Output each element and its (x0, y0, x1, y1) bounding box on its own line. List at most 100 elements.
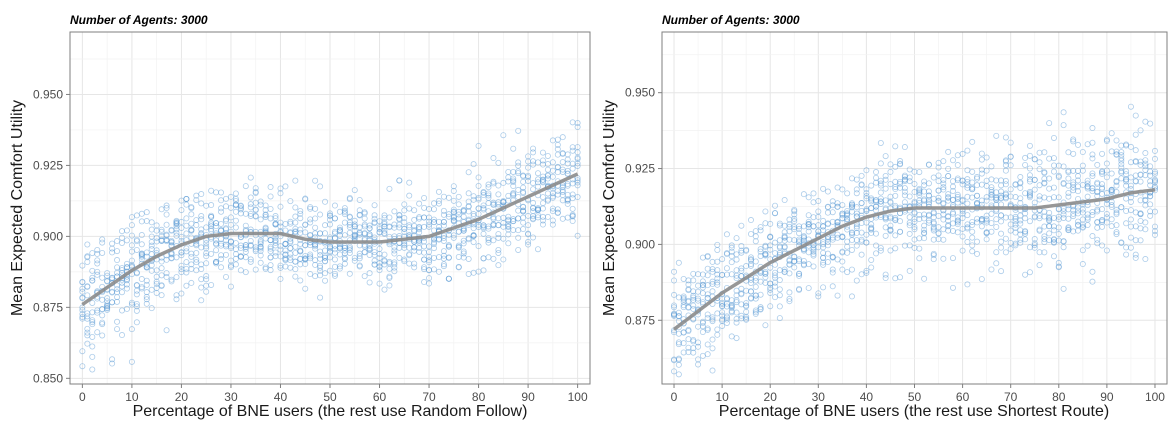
scatter-point (530, 186, 537, 193)
scatter-point (227, 283, 234, 290)
scatter-point (1103, 160, 1110, 167)
scatter-point (292, 273, 299, 280)
scatter-point (1127, 103, 1134, 110)
scatter-point (475, 195, 482, 202)
scatter-point (877, 245, 884, 252)
scatter-point (391, 247, 398, 254)
scatter-point (699, 320, 706, 327)
scatter-point (1070, 138, 1077, 145)
scatter-point (84, 283, 91, 290)
scatter-point (232, 224, 239, 231)
scatter-point (193, 197, 200, 204)
scatter-point (1113, 207, 1120, 214)
scatter-point (158, 265, 165, 272)
x-tick-label: 90 (1100, 390, 1114, 404)
scatter-point (1026, 165, 1033, 172)
scatter-point (728, 259, 735, 266)
scatter-point (515, 186, 522, 193)
scatter-point (1031, 199, 1038, 206)
scatter-point (901, 188, 908, 195)
scatter-point (465, 169, 472, 176)
scatter-point (361, 215, 368, 222)
scatter-point (257, 245, 264, 252)
scatter-point (455, 263, 462, 270)
scatter-point (440, 248, 447, 255)
scatter-point (564, 156, 571, 163)
scatter-point (690, 337, 697, 344)
scatter-point (1099, 181, 1106, 188)
scatter-point (925, 199, 932, 206)
scatter-point (911, 226, 918, 233)
scatter-point (1151, 147, 1158, 154)
scatter-point (297, 208, 304, 215)
scatter-point (94, 257, 101, 264)
scatter-point (863, 207, 870, 214)
scatter-point (969, 138, 976, 145)
scatter-point (699, 323, 706, 330)
scatter-point (143, 253, 150, 260)
scatter-point (356, 262, 363, 269)
scatter-point (148, 219, 155, 226)
scatter-point (1075, 204, 1082, 211)
scatter-point (954, 162, 961, 169)
scatter-point (401, 256, 408, 263)
scatter-point (138, 241, 145, 248)
scatter-point (925, 192, 932, 199)
scatter-point (1017, 200, 1024, 207)
scatter-point (322, 270, 329, 277)
scatter-point (143, 293, 150, 300)
scatter-point (829, 283, 836, 290)
scatter-point (133, 246, 140, 253)
scatter-point (916, 199, 923, 206)
scatter-point (104, 303, 111, 310)
scatter-point (123, 281, 130, 288)
scatter-point (178, 233, 185, 240)
scatter-point (203, 288, 210, 295)
scatter-point (312, 177, 319, 184)
scatter-point (247, 174, 254, 181)
scatter-point (1123, 168, 1130, 175)
scatter-point (714, 267, 721, 274)
scatter-point (993, 249, 1000, 256)
scatter-point (198, 297, 205, 304)
scatter-point (1089, 170, 1096, 177)
scatter-point (772, 283, 779, 290)
scatter-point (1084, 242, 1091, 249)
scatter-point (302, 221, 309, 228)
scatter-point (815, 290, 822, 297)
x-tick-label: 70 (1004, 390, 1018, 404)
scatter-point (1089, 268, 1096, 275)
scatter-point (1060, 238, 1067, 245)
scatter-point (520, 190, 527, 197)
scatter-point (391, 208, 398, 215)
scatter-point (1060, 109, 1067, 116)
scatter-point (906, 166, 913, 173)
x-tick-label: 40 (860, 390, 874, 404)
scatter-point (858, 251, 865, 258)
scatter-point (863, 193, 870, 200)
scatter-point (844, 212, 851, 219)
scatter-point (1022, 271, 1029, 278)
scatter-point (1070, 136, 1077, 143)
scatter-point (287, 239, 294, 246)
scatter-point (873, 242, 880, 249)
scatter-point (227, 214, 234, 221)
scatter-point (714, 281, 721, 288)
scatter-point (690, 349, 697, 356)
scatter-point (791, 208, 798, 215)
scatter-point (675, 309, 682, 316)
scatter-point (317, 262, 324, 269)
scatter-point (1118, 157, 1125, 164)
scatter-point (495, 182, 502, 189)
scatter-point (163, 221, 170, 228)
scatter-point (450, 183, 457, 190)
scatter-point (539, 221, 546, 228)
scatter-point (791, 211, 798, 218)
scatter-point (173, 296, 180, 303)
scatter-point (935, 164, 942, 171)
scatter-point (1127, 234, 1134, 241)
scatter-point (307, 255, 314, 262)
scatter-point (99, 321, 106, 328)
scatter-point (978, 156, 985, 163)
scatter-point (733, 319, 740, 326)
